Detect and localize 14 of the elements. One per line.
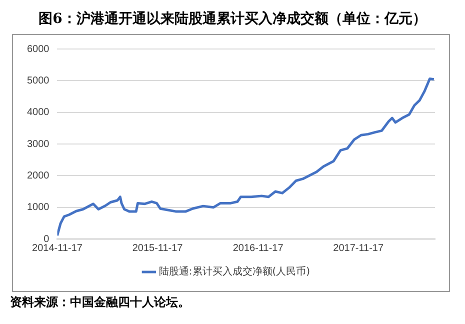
y-tick-label: 6000 xyxy=(26,44,50,55)
chart-title: 图6：沪港通开通以来陆股通累计买入净成交额（单位：亿元） xyxy=(38,10,428,28)
y-tick-label: 0 xyxy=(44,234,50,245)
x-tick-label: 2014-11-17 xyxy=(32,242,83,254)
text: 资料来源：中国金融四十人论坛。 xyxy=(10,294,190,311)
x-tick-label: 2015-11-17 xyxy=(132,242,184,254)
y-tick-label: 4000 xyxy=(26,107,50,118)
y-tick-label: 3000 xyxy=(26,138,50,150)
y-tick-label: 5000 xyxy=(26,75,50,86)
x-tick-label: 2016-11-17 xyxy=(232,242,284,254)
x-tick-label: 2017-11-17 xyxy=(333,242,384,254)
y-tick-label: 1000 xyxy=(26,202,50,214)
y-tick-label: 2000 xyxy=(26,170,50,182)
legend-label: 陆股通:累计买入成交净额(人民币) xyxy=(158,266,310,278)
